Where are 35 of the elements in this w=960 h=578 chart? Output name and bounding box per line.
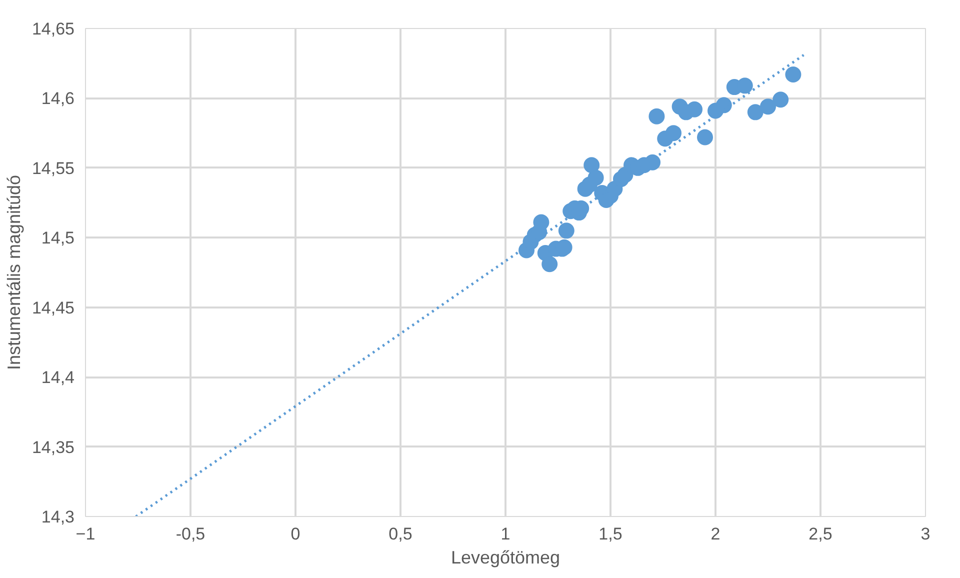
x-tick-label: -0,5 xyxy=(176,524,206,544)
point xyxy=(648,108,665,124)
point xyxy=(644,154,660,170)
x-tick-label: 0,5 xyxy=(388,524,412,544)
y-tick-label: 14,45 xyxy=(32,298,75,318)
point xyxy=(686,101,702,118)
y-tick-label: 14,6 xyxy=(41,89,75,108)
y-tick-label: 14,35 xyxy=(32,438,75,457)
y-tick-label: 14,3 xyxy=(41,508,75,526)
y-tick-label: 14,65 xyxy=(32,20,75,38)
x-tick-label: 2,5 xyxy=(808,524,832,544)
point xyxy=(772,92,789,108)
x-tick-label: 1 xyxy=(500,524,510,544)
point xyxy=(697,129,713,146)
point xyxy=(785,66,802,82)
y-tick-label: 14,4 xyxy=(41,368,75,388)
point xyxy=(666,125,682,142)
x-axis-title: Levegőtömeg xyxy=(450,548,560,568)
y-tick-label: 14,5 xyxy=(41,228,75,248)
x-tick-label: 1,5 xyxy=(598,524,622,544)
point xyxy=(736,78,753,94)
point xyxy=(747,104,764,120)
point xyxy=(542,256,558,272)
x-tick-label: 3 xyxy=(920,524,930,544)
point xyxy=(584,157,600,174)
y-axis-title: Instumentális magnitúdó xyxy=(4,174,24,370)
point xyxy=(760,98,776,115)
point xyxy=(588,170,604,186)
point xyxy=(716,97,732,114)
y-tick-label: 14,55 xyxy=(32,158,75,178)
x-tick-label: −1 xyxy=(76,524,96,544)
point xyxy=(558,222,574,239)
x-tick-label: 2 xyxy=(710,524,720,544)
point xyxy=(533,214,550,230)
x-tick-label: 0 xyxy=(290,524,300,544)
